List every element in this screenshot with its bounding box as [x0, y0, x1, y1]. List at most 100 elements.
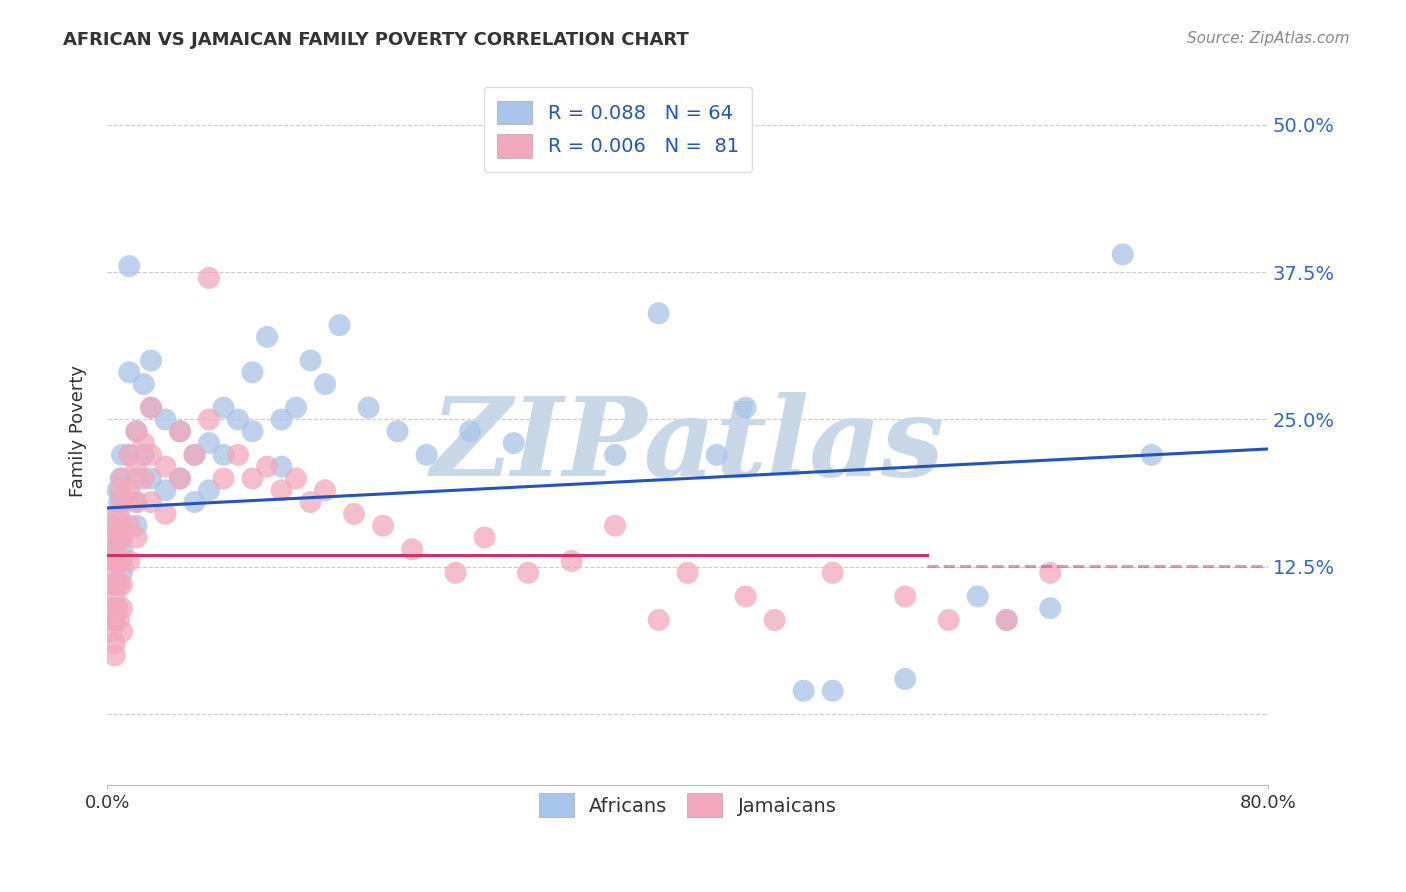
Point — [139, 495, 162, 509]
Point — [110, 518, 132, 533]
Point — [104, 648, 127, 663]
Point — [894, 672, 917, 686]
Point — [118, 448, 141, 462]
Point — [107, 577, 129, 591]
Point — [110, 554, 132, 568]
Point — [105, 542, 128, 557]
Point — [357, 401, 380, 415]
Point — [793, 683, 815, 698]
Point — [111, 495, 134, 509]
Point — [226, 412, 249, 426]
Point — [111, 601, 134, 615]
Point — [125, 531, 148, 545]
Point — [256, 330, 278, 344]
Point — [111, 566, 134, 580]
Point — [125, 424, 148, 438]
Point — [212, 471, 235, 485]
Point — [107, 483, 129, 498]
Point — [110, 483, 132, 498]
Point — [118, 448, 141, 462]
Point — [198, 412, 221, 426]
Point — [139, 471, 162, 485]
Text: ZIPatlas: ZIPatlas — [430, 392, 945, 500]
Point — [107, 601, 129, 615]
Point — [111, 531, 134, 545]
Point — [132, 448, 155, 462]
Point — [101, 624, 124, 639]
Point — [111, 518, 134, 533]
Point — [118, 554, 141, 568]
Point — [183, 448, 205, 462]
Point — [108, 495, 131, 509]
Point — [169, 471, 191, 485]
Point — [111, 471, 134, 485]
Point — [105, 577, 128, 591]
Point — [458, 424, 481, 438]
Text: Family Poverty: Family Poverty — [69, 366, 87, 497]
Point — [299, 353, 322, 368]
Point — [111, 531, 134, 545]
Point — [107, 507, 129, 521]
Point — [995, 613, 1018, 627]
Text: Source: ZipAtlas.com: Source: ZipAtlas.com — [1187, 31, 1350, 46]
Point — [821, 566, 844, 580]
Text: AFRICAN VS JAMAICAN FAMILY POVERTY CORRELATION CHART: AFRICAN VS JAMAICAN FAMILY POVERTY CORRE… — [63, 31, 689, 49]
Legend: Africans, Jamaicans: Africans, Jamaicans — [531, 786, 844, 825]
Point — [103, 577, 125, 591]
Point — [198, 271, 221, 285]
Point — [285, 401, 308, 415]
Point — [125, 471, 148, 485]
Point — [108, 507, 131, 521]
Point — [104, 637, 127, 651]
Point — [108, 531, 131, 545]
Point — [561, 554, 583, 568]
Point — [995, 613, 1018, 627]
Point — [155, 483, 177, 498]
Point — [242, 424, 264, 438]
Point — [603, 518, 626, 533]
Point — [401, 542, 423, 557]
Point — [108, 613, 131, 627]
Point — [111, 542, 134, 557]
Point — [155, 459, 177, 474]
Point — [256, 459, 278, 474]
Point — [155, 507, 177, 521]
Point — [734, 401, 756, 415]
Point — [198, 436, 221, 450]
Point — [270, 412, 292, 426]
Point — [118, 483, 141, 498]
Point — [938, 613, 960, 627]
Point — [105, 518, 128, 533]
Point — [101, 601, 124, 615]
Point — [108, 531, 131, 545]
Point — [110, 554, 132, 568]
Point — [242, 365, 264, 379]
Point — [139, 448, 162, 462]
Point — [226, 448, 249, 462]
Point — [108, 577, 131, 591]
Point — [603, 448, 626, 462]
Point — [103, 554, 125, 568]
Point — [125, 495, 148, 509]
Point — [387, 424, 409, 438]
Point — [1039, 566, 1062, 580]
Point — [966, 590, 988, 604]
Point — [105, 554, 128, 568]
Point — [1112, 247, 1135, 261]
Point — [125, 424, 148, 438]
Point — [531, 141, 554, 155]
Point — [198, 483, 221, 498]
Point — [647, 306, 669, 320]
Point — [111, 577, 134, 591]
Point — [894, 590, 917, 604]
Point — [139, 353, 162, 368]
Point — [103, 613, 125, 627]
Point — [314, 377, 336, 392]
Point — [132, 377, 155, 392]
Point — [169, 424, 191, 438]
Point — [270, 483, 292, 498]
Point — [1039, 601, 1062, 615]
Point — [139, 401, 162, 415]
Point — [139, 401, 162, 415]
Point — [242, 471, 264, 485]
